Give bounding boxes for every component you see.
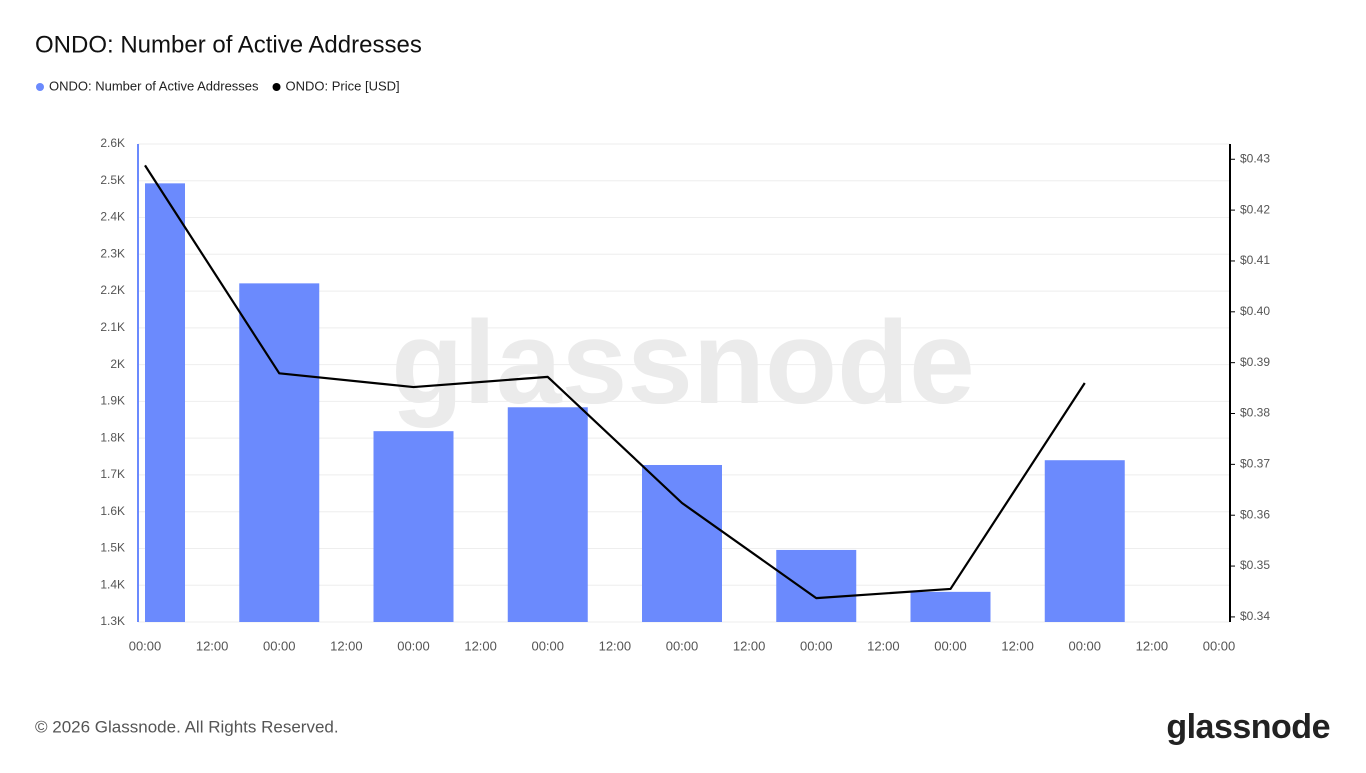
x-tick-label: 12:00 (599, 638, 632, 653)
x-tick-label: 00:00 (531, 638, 564, 653)
x-tick-label: 12:00 (1136, 638, 1169, 653)
y-tick-label: 2.3K (100, 246, 125, 260)
y-tick-label: 1.7K (100, 467, 125, 481)
bar (776, 549, 857, 622)
y2-tick-label: $0.35 (1240, 558, 1270, 572)
y-tick-label: 2.2K (100, 283, 125, 297)
legend-marker (272, 83, 281, 91)
x-tick-label: 12:00 (464, 638, 497, 653)
footer: © 2026 Glassnode. All Rights Reserved. (35, 717, 339, 736)
y-tick-label: 1.5K (100, 541, 125, 555)
logo: glassnode (1166, 708, 1330, 746)
chart-title: ONDO: Number of Active Addresses (35, 31, 422, 58)
y2-tick-label: $0.42 (1240, 202, 1270, 216)
y-tick-label: 2.5K (100, 173, 125, 187)
watermark: glassnode (391, 297, 975, 429)
x-tick-label: 00:00 (666, 638, 699, 653)
y2-tick-label: $0.34 (1240, 609, 1270, 623)
y-tick-label: 1.6K (100, 504, 125, 518)
y2-tick-label: $0.39 (1240, 355, 1270, 369)
y-tick-label: 2.4K (100, 210, 125, 224)
y2-tick-label: $0.41 (1240, 253, 1270, 267)
x-tick-label: 00:00 (129, 638, 162, 653)
x-tick-label: 00:00 (1203, 638, 1236, 653)
legend-marker (36, 83, 44, 91)
y-tick-label: 1.9K (100, 394, 125, 408)
y2-tick-label: $0.37 (1240, 457, 1270, 471)
x-tick-label: 12:00 (733, 638, 766, 653)
x-tick-label: 00:00 (934, 638, 967, 653)
x-tick-label: 00:00 (800, 638, 833, 653)
y-tick-label: 1.8K (100, 430, 125, 444)
y-tick-label: 1.3K (100, 614, 125, 628)
bar (910, 591, 991, 622)
y-tick-label: 1.4K (100, 577, 125, 591)
plot-area (145, 183, 1125, 622)
x-tick-label: 12:00 (196, 638, 229, 653)
y2-tick-label: $0.40 (1240, 304, 1270, 318)
bar (507, 407, 588, 622)
y2-tick-label: $0.43 (1240, 151, 1270, 165)
y2-tick-label: $0.36 (1240, 507, 1270, 521)
bar (642, 464, 722, 622)
y-tick-label: 2K (110, 357, 125, 371)
x-tick-label: 12:00 (330, 638, 363, 653)
y2-tick-label: $0.38 (1240, 406, 1270, 420)
x-tick-label: 12:00 (1001, 638, 1034, 653)
bar (145, 183, 185, 622)
legend-label: ONDO: Number of Active Addresses (49, 78, 259, 93)
x-tick-label: 12:00 (867, 638, 900, 653)
legend-label: ONDO: Price [USD] (286, 78, 400, 93)
y-tick-label: 2.6K (100, 136, 125, 150)
price-line (144, 164, 1086, 600)
bar (373, 431, 454, 622)
bar (239, 283, 320, 622)
x-tick-label: 00:00 (1068, 638, 1101, 653)
x-tick-label: 00:00 (397, 638, 430, 653)
y-tick-label: 2.1K (100, 320, 125, 334)
bar (1044, 460, 1125, 622)
x-tick-label: 00:00 (263, 638, 296, 653)
